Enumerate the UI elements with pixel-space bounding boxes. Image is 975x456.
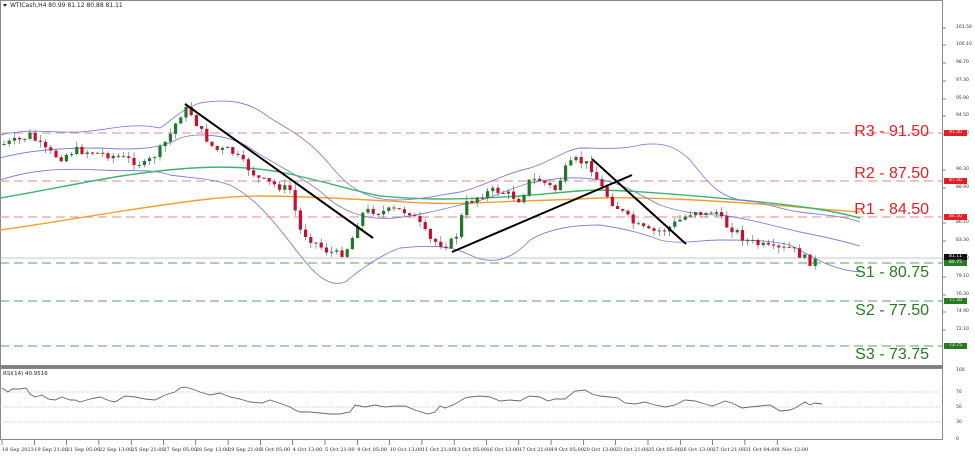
time-axis-label: 27 Oct 21:00 [712,447,746,453]
rsi-line [1,386,823,415]
rsi-axis-50: 50 [956,405,962,410]
price-axis-label: 88.90 [956,185,969,190]
price-axis-label: 97.30 [956,78,969,83]
time-axis-label: 21 Sep 05:00 [66,447,101,453]
moving-average-orange [0,195,861,231]
price-axis-label: 95.90 [956,96,969,101]
time-axis-label: 20 Oct 13:00 [583,447,617,453]
time-axis-label: 17 Oct 21:00 [518,447,552,453]
price-axis-label: 101.50 [956,25,972,30]
time-axis-label: 11 Oct 21:00 [421,447,455,453]
price-tag-s3: 73.75 [944,343,967,349]
price-tag-s1: 80.75 [944,260,967,266]
price-tag-r3: 91.50 [944,130,967,136]
time-axis-label: 23 Oct 21:00 [615,447,649,453]
trendlines [184,103,687,253]
time-axis-label: 1 Nov 12:00 [777,447,809,453]
dropdown-arrow-icon[interactable] [3,4,7,7]
rsi-header: RSI(14) 40.9516 [3,371,48,377]
price-axis-label: 98.70 [956,60,969,65]
time-axis-label: 19 Oct 05:00 [551,447,584,453]
symbol-ohlc-text: WTICash,H4 80.99 81.12 80.88 81.11 [10,2,123,9]
time-axis-label: 31 Oct 04:00 [744,447,778,453]
time-axis-label: 9 Oct 05:00 [357,447,387,453]
level-label-r2: R2 - 87.50 [854,165,929,182]
level-label-r1: R1 - 84.50 [854,201,929,218]
price-axis-label: 94.50 [956,113,969,118]
rsi-levels [0,391,943,423]
time-axis-label: 29 Sep 21:00 [228,447,262,453]
price-axis-label: 79.10 [956,274,969,279]
price-tag-r2: 87.50 [944,178,967,184]
level-label-r3: R3 - 91.50 [854,123,929,140]
price-tag-s2: 77.50 [944,298,967,304]
time-axis-label: 26 Oct 13:00 [680,447,714,453]
level-label-s3: S3 - 73.75 [855,346,929,363]
time-axis-label: 13 Oct 05:00 [454,447,488,453]
rsi-axis-100: 100 [956,368,965,373]
time-axis-label: 4 Oct 13:00 [292,447,323,453]
level-label-s2: S2 - 77.50 [855,302,929,319]
time-axis-label: 10 Oct 13:00 [389,447,423,453]
bollinger-lower [0,168,861,284]
time-axis-label: 5 Oct 21:00 [325,447,355,453]
price-axis-label: 72.10 [956,327,969,332]
price-axis-label: 83.30 [956,238,969,243]
rsi-axis-0: 0 [956,437,959,442]
level-label-s1: S1 - 80.75 [855,264,929,281]
price-tag-current: 81.11 [944,254,967,260]
time-axis-label: 3 Oct 05:00 [260,447,291,453]
price-axis-label: 76.30 [956,292,969,297]
rsi-axis-30: 30 [956,420,962,425]
price-tag-r1: 84.50 [944,214,967,220]
time-axis-label: 28 Sep 13:00 [195,447,230,453]
price-axis-label: 74.90 [956,309,969,314]
support-lines [0,262,943,347]
time-axis-label: 27 Sep 05:00 [163,447,198,453]
time-axis-label: 25 Sep 21:00 [131,447,165,453]
price-axis-label: 86.10 [956,220,969,225]
time-axis-label: 25 Oct 05:00 [648,447,681,453]
bollinger-upper [0,100,861,223]
resistance-lines [0,132,943,218]
time-axis-label: 22 Sep 13:00 [98,447,133,453]
moving-average-green [0,166,861,219]
rsi-axis-70: 70 [956,390,962,395]
time-axis-label: 19 Sep 21:00 [34,447,68,453]
time-axis-label: 16 Oct 13:00 [486,447,520,453]
price-axis-label: 100.10 [956,42,972,47]
candlesticks [2,101,817,270]
symbol-header: WTICash,H4 80.99 81.12 80.88 81.11 [3,2,123,9]
time-axis-label: 18 Sep 2023 [2,447,34,453]
rsi-panel [0,368,943,440]
price-panel [0,0,943,366]
price-axis-label: 90.30 [956,167,969,172]
